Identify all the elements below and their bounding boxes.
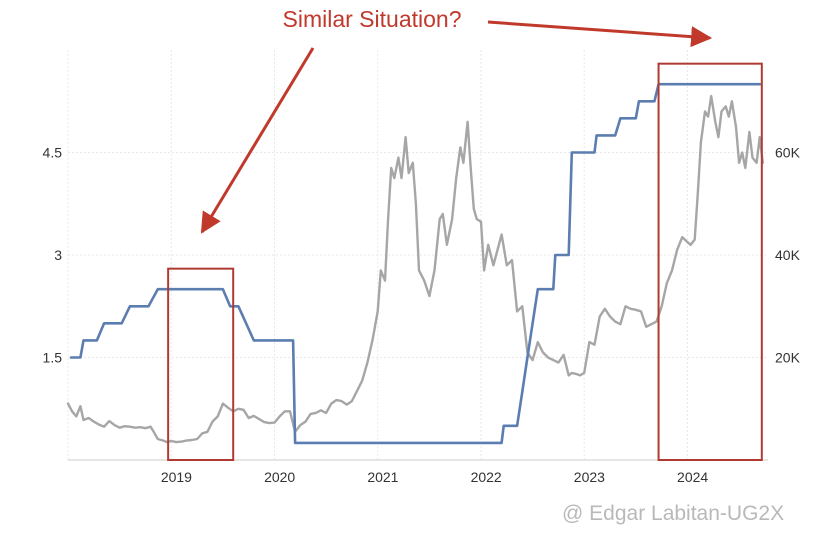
y-right-tick-label: 40K xyxy=(775,247,801,263)
watermark-text: @ Edgar Labitan-UG2X xyxy=(562,502,784,525)
x-tick-label: 2020 xyxy=(264,469,295,485)
y-right-tick-label: 60K xyxy=(775,145,801,161)
y-left-tick-label: 1.5 xyxy=(43,350,63,366)
grid-lines xyxy=(67,50,768,460)
y-right-axis-tick-labels: 20K 40K 60K xyxy=(775,145,801,366)
annotation-arrow-left xyxy=(200,47,315,234)
x-axis-tick-labels: 2019 2020 2021 2022 2023 2024 xyxy=(161,469,709,485)
y-left-axis-tick-labels: 1.5 3 4.5 xyxy=(43,145,63,366)
y-left-tick-label: 4.5 xyxy=(43,145,63,161)
highlight-box xyxy=(167,267,235,461)
x-tick-label: 2022 xyxy=(471,469,502,485)
annotation-text: Similar Situation? xyxy=(283,6,462,32)
series-layer xyxy=(66,82,764,445)
x-tick-label: 2019 xyxy=(161,469,192,485)
annotation-arrow-right xyxy=(487,20,713,48)
highlight-boxes xyxy=(167,62,763,462)
x-tick-label: 2021 xyxy=(367,469,398,485)
x-tick-label: 2023 xyxy=(574,469,605,485)
series-line-left-axis xyxy=(69,82,761,445)
y-right-tick-label: 20K xyxy=(775,350,801,366)
highlight-box xyxy=(657,62,763,462)
series-line-right-axis xyxy=(66,94,764,444)
x-tick-label: 2024 xyxy=(677,469,708,485)
y-left-tick-label: 3 xyxy=(54,247,62,263)
